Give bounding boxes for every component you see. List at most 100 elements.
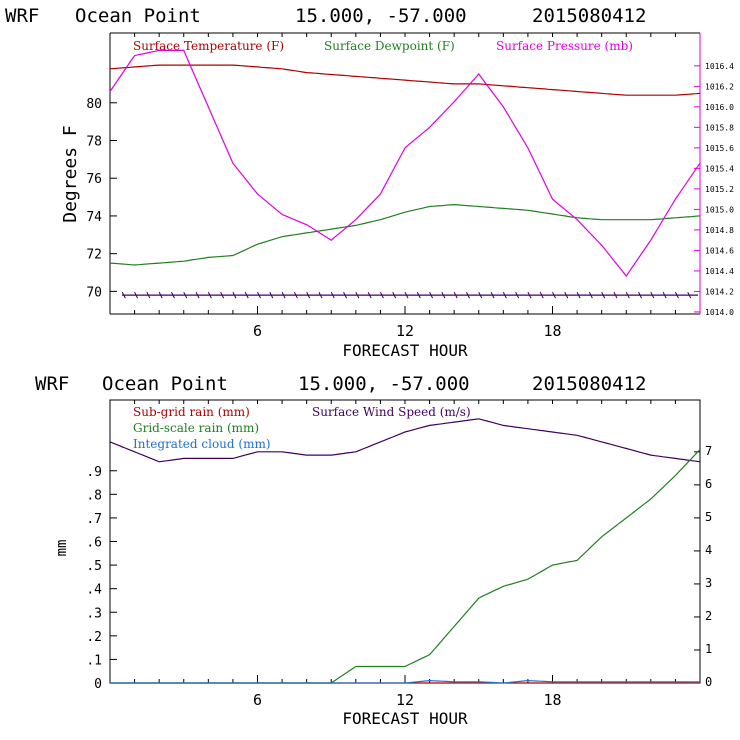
wind-barb bbox=[379, 291, 384, 299]
legend-surface-temperature: Surface Temperature (F) bbox=[133, 39, 284, 53]
wind-barb bbox=[638, 291, 642, 299]
y-left-tick-label: 70 bbox=[86, 285, 102, 300]
y-left-tick-label: .5 bbox=[86, 559, 102, 574]
wind-barb bbox=[146, 291, 151, 299]
x-tick-label: 12 bbox=[396, 322, 414, 340]
x-tick-label: 6 bbox=[253, 322, 262, 340]
wind-barb bbox=[650, 291, 655, 299]
wind-barb bbox=[502, 291, 507, 299]
legend-surface-dewpoint: Surface Dewpoint (F) bbox=[324, 39, 455, 53]
legend-surface-pressure: Surface Pressure (mb) bbox=[496, 39, 633, 53]
wind-barb bbox=[490, 291, 495, 299]
wind-barb bbox=[576, 291, 581, 299]
y-left-tick-label: .6 bbox=[86, 536, 102, 551]
y-right-tick-label: 1014.0 bbox=[705, 308, 734, 317]
y-right-tick-label: 1014.2 bbox=[705, 287, 734, 296]
series-line-surface-dewpoint-f bbox=[109, 203, 701, 266]
y-right-tick-label: 0 bbox=[705, 675, 712, 689]
legend-integrated-cloud: Integrated cloud (mm) bbox=[133, 437, 271, 451]
y-left-tick-label: .7 bbox=[86, 512, 102, 527]
wind-barb bbox=[429, 291, 434, 299]
y-right-tick-label: 4 bbox=[705, 543, 712, 557]
wind-barb bbox=[306, 291, 311, 299]
y-right-tick-label: 1015.8 bbox=[705, 123, 734, 132]
wind-barb bbox=[441, 291, 446, 299]
y-right-tick-label: 7 bbox=[705, 444, 712, 458]
legend-sub-grid-rain: Sub-grid rain (mm) bbox=[133, 405, 250, 419]
y-right-tick-label: 1016.0 bbox=[705, 103, 734, 112]
wind-barb bbox=[343, 291, 347, 299]
y-left-tick-label: 76 bbox=[86, 172, 102, 187]
wind-barb bbox=[330, 291, 335, 299]
wind-barb bbox=[293, 291, 298, 299]
wind-barb bbox=[613, 291, 618, 299]
wind-barb bbox=[244, 291, 249, 299]
wind-barb bbox=[662, 291, 667, 299]
top-title-location: Ocean Point bbox=[75, 5, 201, 27]
wind-barb bbox=[318, 291, 323, 299]
y-right-tick-label: 1016.2 bbox=[705, 82, 734, 91]
bottom-title-model: WRF bbox=[35, 373, 69, 395]
y-right-tick-label: 3 bbox=[705, 576, 712, 590]
series-line-grid-scale-rain-mm bbox=[110, 449, 701, 684]
wind-barb bbox=[466, 291, 470, 299]
y-left-tick-label: .1 bbox=[86, 653, 102, 668]
bottom-title-location: Ocean Point bbox=[102, 373, 228, 395]
wind-barb bbox=[171, 291, 175, 299]
bottom-y-axis-right: 0 1 2 3 4 5 6 7 bbox=[694, 444, 712, 689]
wind-barb bbox=[478, 291, 483, 299]
y-left-tick-label: .2 bbox=[86, 630, 102, 645]
y-right-tick-label: 6 bbox=[705, 477, 712, 491]
y-left-tick-label: 78 bbox=[86, 134, 102, 149]
wind-barb bbox=[355, 291, 360, 299]
top-title-model: WRF bbox=[5, 5, 39, 27]
wind-barb bbox=[220, 291, 225, 299]
y-right-tick-label: 1015.2 bbox=[705, 185, 734, 194]
wind-barb bbox=[281, 291, 286, 299]
top-y-axis-right: 1014.0 1014.2 1014.4 1014.6 1014.8 1015.0 1015… bbox=[694, 62, 734, 317]
wind-barb bbox=[552, 291, 556, 299]
wind-barb bbox=[367, 291, 372, 299]
wind-barb bbox=[416, 291, 421, 299]
bottom-y-axis-left: 0 .1 .2 .3 .4 .5 .6 .7 .8 .9 bbox=[86, 465, 117, 692]
series-line-surface-temperature-f bbox=[109, 64, 701, 96]
y-right-tick-label: 1 bbox=[705, 642, 712, 656]
y-right-tick-label: 1014.6 bbox=[705, 246, 734, 255]
wind-barb bbox=[121, 291, 126, 299]
top-y-axis-left: 70 72 74 76 78 80 bbox=[86, 97, 117, 300]
wind-barb bbox=[515, 291, 520, 299]
wind-barb bbox=[257, 291, 261, 299]
top-panel-title: WRF Ocean Point 15.000, -57.000 20150804… bbox=[5, 5, 646, 27]
wind-barb bbox=[183, 291, 188, 299]
bottom-title-run: 2015080412 bbox=[532, 373, 646, 395]
wind-barb bbox=[539, 291, 544, 299]
y-left-tick-label: 72 bbox=[86, 248, 102, 263]
wind-barb bbox=[687, 291, 692, 299]
wind-barb bbox=[674, 291, 679, 299]
bottom-panel-title: WRF Ocean Point 15.000, -57.000 20150804… bbox=[35, 373, 646, 395]
series-line-surface-wind-speed-m-s bbox=[109, 418, 701, 463]
y-left-tick-label: .4 bbox=[86, 583, 102, 598]
top-legend: Surface Temperature (F) Surface Dewpoint… bbox=[133, 39, 633, 53]
y-right-tick-label: 5 bbox=[705, 510, 712, 524]
y-right-tick-label: 1014.4 bbox=[705, 267, 734, 276]
bottom-x-axis-label: FORECAST HOUR bbox=[342, 709, 468, 728]
y-right-tick-label: 1015.6 bbox=[705, 144, 734, 153]
wind-barb bbox=[269, 291, 274, 299]
wind-barb bbox=[564, 291, 569, 299]
y-left-tick-label: 80 bbox=[86, 97, 102, 112]
wind-barb bbox=[527, 291, 532, 299]
y-right-tick-label: 1015.0 bbox=[705, 205, 734, 214]
wind-barb bbox=[453, 291, 458, 299]
wind-barb bbox=[625, 291, 630, 299]
bottom-series-group bbox=[109, 418, 701, 684]
top-title-run: 2015080412 bbox=[532, 5, 646, 27]
y-right-tick-label: 2 bbox=[705, 609, 712, 623]
y-left-tick-label: .8 bbox=[86, 488, 102, 503]
wind-barb bbox=[601, 291, 606, 299]
bottom-legend: Sub-grid rain (mm) Surface Wind Speed (m… bbox=[133, 405, 471, 451]
bottom-y-axis-label: mm bbox=[54, 540, 70, 557]
wind-barb bbox=[158, 291, 163, 299]
wind-barb bbox=[588, 291, 593, 299]
